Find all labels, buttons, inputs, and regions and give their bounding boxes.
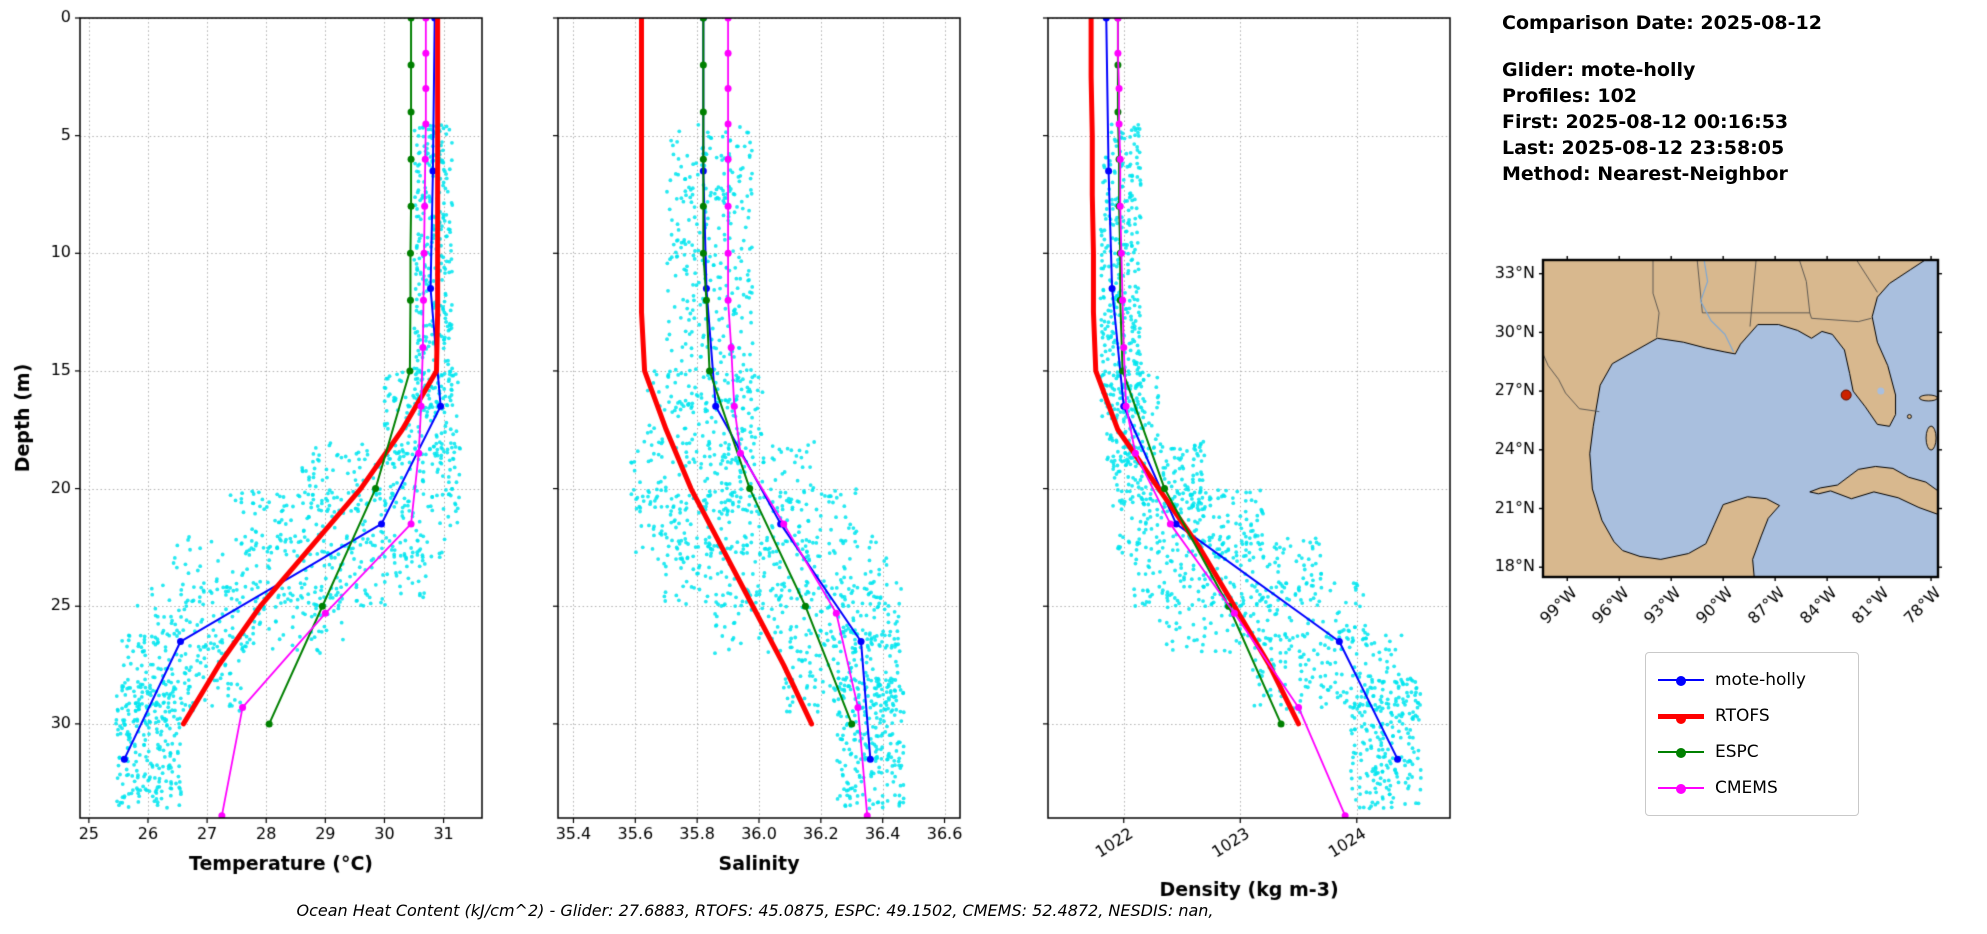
legend-label: mote-holly [1715,670,1806,690]
legend-line-swatch [1658,713,1704,724]
method-line: Method: Nearest-Neighbor [1502,163,1788,185]
legend-marker-dot [1676,713,1686,724]
legend-item-CMEMS: CMEMS [1658,770,1846,806]
legend-item-mote-holly: mote-holly [1658,662,1846,698]
legend: mote-holly RTOFS ESPC CMEMS [1645,652,1859,816]
legend-label: RTOFS [1715,706,1770,726]
glider-name-line: Glider: mote-holly [1502,59,1696,81]
comparison-date-line: Comparison Date: 2025-08-12 [1502,12,1822,34]
info-spacer [1502,36,1822,57]
gulf-of-mexico-map-canvas [1470,243,1987,650]
profile-panels-canvas [0,0,1490,934]
legend-item-RTOFS: RTOFS [1658,698,1846,734]
legend-label: CMEMS [1715,778,1778,798]
legend-line-swatch [1658,676,1704,686]
legend-line-swatch [1658,748,1704,758]
legend-label: ESPC [1715,742,1759,762]
last-profile-line: Last: 2025-08-12 23:58:05 [1502,137,1785,159]
legend-marker-dot [1676,784,1686,794]
ocean-heat-content-caption: Ocean Heat Content (kJ/cm^2) - Glider: 2… [296,901,1214,920]
legend-marker-dot [1676,748,1686,758]
profiles-count-line: Profiles: 102 [1502,85,1638,107]
comparison-info-panel: Comparison Date: 2025-08-12 Glider: mote… [1502,10,1822,187]
legend-line-swatch [1658,784,1704,794]
legend-item-ESPC: ESPC [1658,734,1846,770]
first-profile-line: First: 2025-08-12 00:16:53 [1502,111,1789,133]
legend-marker-dot [1676,676,1686,686]
